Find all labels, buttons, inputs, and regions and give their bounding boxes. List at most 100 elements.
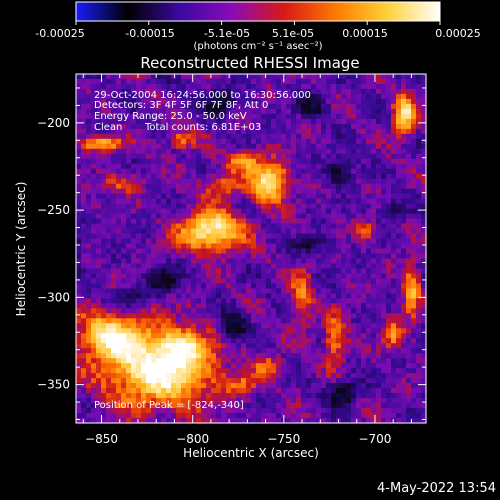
heatmap-cell <box>406 183 412 190</box>
heatmap-cell <box>116 88 122 95</box>
heatmap-cell <box>206 278 212 284</box>
heatmap-cell <box>76 393 82 399</box>
heatmap-cell <box>326 388 332 394</box>
heatmap-cell <box>91 418 97 424</box>
heatmap-cell <box>241 88 247 95</box>
heatmap-cell <box>221 223 227 230</box>
heatmap-cell <box>106 398 112 404</box>
heatmap-cell <box>281 248 287 255</box>
heatmap-cell <box>171 93 177 100</box>
heatmap-cell <box>336 98 342 105</box>
heatmap-cell <box>271 278 277 284</box>
heatmap-cell <box>91 178 97 185</box>
heatmap-cell <box>261 213 267 220</box>
heatmap-cell <box>411 253 417 260</box>
heatmap-cell <box>411 83 417 90</box>
heatmap-cell <box>396 238 402 245</box>
heatmap-cell <box>346 128 352 135</box>
heatmap-cell <box>266 188 272 195</box>
heatmap-cell <box>241 333 247 339</box>
heatmap-cell <box>186 178 192 185</box>
heatmap-cell <box>341 188 347 195</box>
heatmap-cell <box>191 393 197 399</box>
heatmap-cell <box>316 263 322 270</box>
heatmap-cell <box>236 388 242 394</box>
heatmap-cell <box>81 388 87 394</box>
heatmap-cell <box>341 223 347 230</box>
heatmap-cell <box>171 153 177 160</box>
heatmap-cell <box>81 203 87 210</box>
heatmap-cell <box>341 293 347 299</box>
heatmap-cell <box>296 398 302 404</box>
heatmap-cell <box>81 323 87 329</box>
heatmap-cell <box>236 333 242 339</box>
heatmap-cell <box>276 98 282 105</box>
heatmap-cell <box>411 208 417 215</box>
heatmap-cell <box>376 193 382 200</box>
heatmap-cell <box>106 373 112 379</box>
heatmap-cell <box>186 398 192 404</box>
heatmap-cell <box>176 228 182 235</box>
heatmap-cell <box>291 248 297 255</box>
heatmap-cell <box>186 333 192 339</box>
heatmap-cell <box>321 208 327 215</box>
heatmap-cell <box>321 193 327 200</box>
heatmap-cell <box>286 403 292 409</box>
heatmap-cell <box>236 158 242 165</box>
heatmap-cell <box>376 358 382 364</box>
heatmap-cell <box>166 328 172 334</box>
heatmap-cell <box>351 318 357 324</box>
heatmap-cell <box>96 368 102 374</box>
heatmap-cell <box>301 258 307 265</box>
heatmap-cell <box>306 93 312 100</box>
heatmap-cell <box>306 203 312 210</box>
heatmap-cell <box>366 338 372 344</box>
heatmap-cell <box>196 363 202 369</box>
heatmap-cell <box>241 338 247 344</box>
heatmap-cell <box>366 143 372 150</box>
heatmap-cell <box>101 158 107 165</box>
heatmap-cell <box>216 198 222 205</box>
heatmap-cell <box>241 313 247 319</box>
heatmap-cell <box>276 103 282 110</box>
heatmap-cell <box>221 163 227 170</box>
heatmap-cell <box>151 333 157 339</box>
heatmap-cell <box>336 243 342 250</box>
heatmap-cell <box>381 358 387 364</box>
heatmap-cell <box>221 88 227 95</box>
heatmap-cell <box>316 273 322 280</box>
heatmap-cell <box>161 123 167 130</box>
heatmap-cell <box>231 413 237 419</box>
heatmap-cell <box>371 178 377 185</box>
heatmap-cell <box>161 133 167 140</box>
heatmap-cell <box>276 253 282 260</box>
heatmap-cell <box>396 348 402 354</box>
heatmap-cell <box>206 168 212 175</box>
heatmap-cell <box>236 298 242 304</box>
heatmap-cell <box>261 143 267 150</box>
heatmap-cell <box>211 98 217 105</box>
heatmap-cell <box>171 303 177 309</box>
heatmap-cell <box>256 183 262 190</box>
heatmap-cell <box>356 308 362 314</box>
heatmap-cell <box>341 158 347 165</box>
heatmap-cell <box>231 123 237 130</box>
heatmap-cell <box>156 308 162 314</box>
heatmap-cell <box>281 308 287 314</box>
heatmap-cell <box>406 373 412 379</box>
heatmap-cell <box>271 348 277 354</box>
heatmap-cell <box>406 118 412 125</box>
heatmap-cell <box>231 74 237 80</box>
heatmap-cell <box>331 193 337 200</box>
heatmap-cell <box>176 288 182 294</box>
heatmap-cell <box>306 88 312 95</box>
heatmap-cell <box>366 83 372 90</box>
heatmap-cell <box>336 228 342 235</box>
heatmap-cell <box>381 348 387 354</box>
heatmap-cell <box>306 393 312 399</box>
heatmap-cell <box>131 148 137 155</box>
heatmap-cell <box>361 328 367 334</box>
heatmap-cell <box>386 408 392 414</box>
heatmap-cell <box>381 223 387 230</box>
heatmap-cell <box>141 223 147 230</box>
